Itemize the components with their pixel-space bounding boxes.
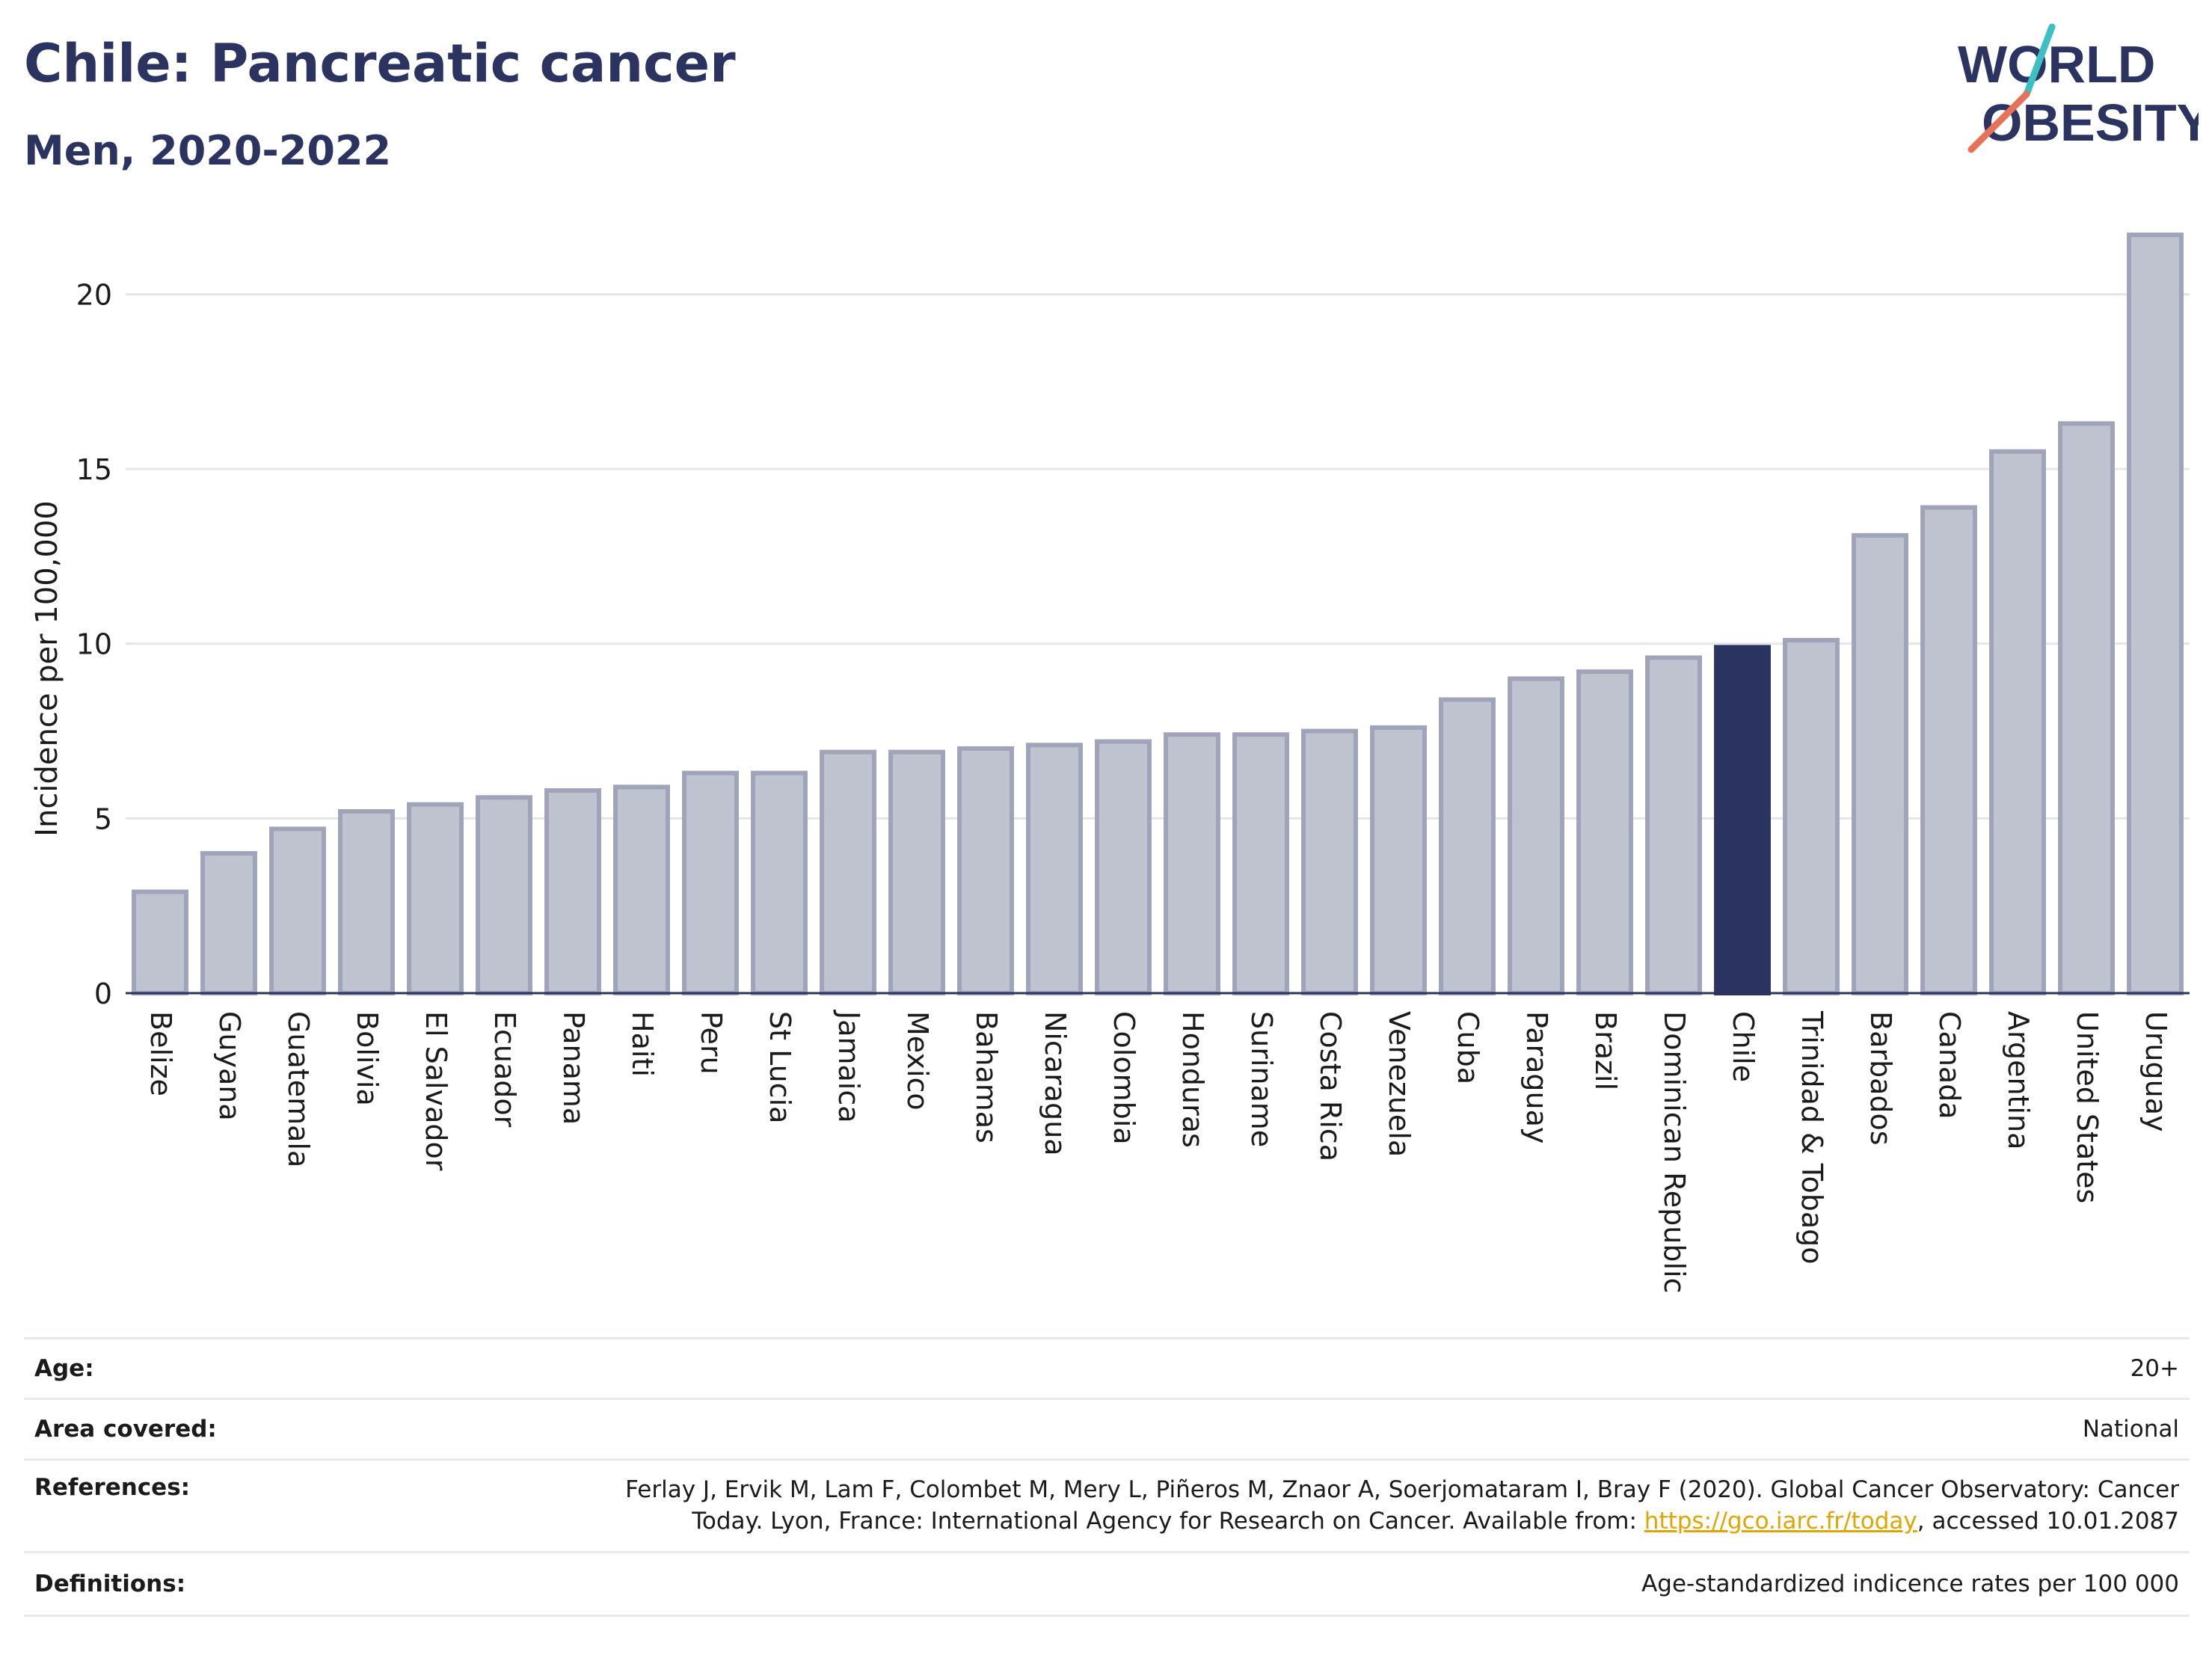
bar-paraguay: [1508, 676, 1564, 995]
bar-united-states: [2058, 421, 2115, 995]
y-tick-label: 20: [76, 278, 112, 311]
logo-slash-bottom: [1967, 90, 2030, 153]
bar-costa-rica: [1301, 728, 1358, 996]
bar-dominican-republic: [1645, 655, 1702, 995]
bar-belize: [132, 889, 188, 996]
bars: [132, 233, 2184, 996]
x-tick-label: Ecuador: [488, 1011, 521, 1128]
references-line1: Ferlay J, Ervik M, Lam F, Colombet M, Me…: [625, 1476, 2179, 1503]
x-tick-label: Panama: [557, 1011, 590, 1125]
references-value: Ferlay J, Ervik M, Lam F, Colombet M, Me…: [625, 1474, 2190, 1537]
page-subtitle: Men, 2020-2022: [24, 127, 392, 174]
x-tick-label: Honduras: [1176, 1011, 1209, 1148]
x-tick-label: Guatemala: [282, 1011, 315, 1167]
x-tick-label: Dominican Republic: [1658, 1011, 1691, 1293]
bar-peru: [682, 770, 739, 995]
info-table: Age: 20+ Area covered: National Referenc…: [24, 1337, 2190, 1617]
definitions-label: Definitions:: [34, 1570, 186, 1597]
y-axis-label: Incidence per 100,000: [30, 500, 64, 837]
x-tick-label: Bahamas: [970, 1011, 1003, 1143]
bar-canada: [1920, 505, 1977, 995]
x-tick-label: Paraguay: [1520, 1011, 1553, 1143]
bar-guatemala: [269, 826, 326, 996]
x-tick-label: Costa Rica: [1314, 1011, 1347, 1161]
bar-suriname: [1232, 732, 1289, 996]
info-row-age: Age: 20+: [24, 1337, 2190, 1398]
x-tick-label: Cuba: [1451, 1011, 1484, 1084]
y-tick-label: 5: [94, 802, 112, 835]
logo-text-world: WORLD: [1958, 35, 2155, 93]
x-tick-label: Peru: [695, 1011, 728, 1075]
x-tick-label: Uruguay: [2139, 1011, 2172, 1132]
x-tick-label: El Salvador: [420, 1011, 452, 1171]
bar-bolivia: [338, 809, 395, 995]
info-row-definitions: Definitions: Age-standardized indicence …: [24, 1551, 2190, 1617]
x-tick-label: Barbados: [1864, 1011, 1897, 1146]
x-tick-label: Jamaica: [832, 1010, 865, 1123]
bar-nicaragua: [1026, 743, 1083, 996]
x-tick-label: Nicaragua: [1039, 1011, 1072, 1156]
age-value: 20+: [2130, 1355, 2179, 1382]
info-row-area: Area covered: National: [24, 1398, 2190, 1458]
area-label: Area covered:: [34, 1416, 217, 1443]
x-tick-label: Bolivia: [351, 1011, 384, 1106]
gridlines: [126, 292, 2190, 820]
bar-panama: [544, 787, 601, 995]
x-tick-label: St Lucia: [764, 1011, 796, 1123]
y-tick-label: 0: [94, 977, 112, 1010]
bar-cuba: [1439, 697, 1496, 995]
x-tick-label: Trinidad & Tobago: [1795, 1010, 1828, 1265]
x-tick-label: Brazil: [1589, 1011, 1622, 1090]
logo-slash-top: [2023, 23, 2056, 98]
bar-guyana: [200, 851, 257, 996]
info-row-references: References: Ferlay J, Ervik M, Lam F, Co…: [24, 1458, 2190, 1551]
bar-ecuador: [476, 795, 532, 995]
x-tick-label: Belize: [144, 1011, 177, 1096]
references-label: References:: [34, 1474, 191, 1501]
bar-uruguay: [2127, 233, 2184, 995]
x-tick-label: Colombia: [1107, 1011, 1140, 1145]
bar-chart: 0 5 10 15 20 Belize Guyana Guatemala Bolivia El …: [30, 233, 2190, 1293]
x-tick-label: Mexico: [901, 1011, 934, 1111]
bar-bahamas: [957, 746, 1014, 996]
x-tick-label: Canada: [1933, 1011, 1966, 1120]
bar-brazil: [1576, 669, 1633, 995]
bar-venezuela: [1370, 725, 1427, 995]
bar-jamaica: [820, 749, 876, 996]
x-tick-label: Venezuela: [1383, 1011, 1416, 1157]
x-tick-label: Guyana: [213, 1011, 246, 1121]
area-value: National: [2082, 1416, 2179, 1443]
bar-st-lucia: [751, 770, 808, 995]
age-label: Age:: [34, 1355, 94, 1382]
bar-trinidad-tobago: [1783, 638, 1840, 996]
references-line2-after: , accessed 10.01.2087: [1917, 1508, 2179, 1535]
x-tick-label: Haiti: [626, 1011, 659, 1077]
bar-barbados: [1852, 532, 1908, 995]
bar-honduras: [1164, 732, 1220, 996]
references-link[interactable]: https://gco.iarc.fr/today: [1644, 1508, 1917, 1535]
y-tick-label: 15: [76, 453, 112, 486]
bar-chile: [1714, 645, 1771, 996]
references-line2-before: Today. Lyon, France: International Agenc…: [692, 1508, 1644, 1535]
y-axis-ticks: 0 5 10 15 20: [76, 278, 112, 1010]
bar-colombia: [1095, 739, 1152, 996]
x-tick-label: Suriname: [1245, 1011, 1278, 1147]
bar-mexico: [888, 749, 945, 996]
x-tick-label: United States: [2071, 1011, 2104, 1203]
world-obesity-logo: WORLD OBESITY: [1958, 23, 2199, 153]
x-tick-label: Argentina: [2002, 1011, 2035, 1149]
bar-el-salvador: [407, 802, 464, 995]
x-axis-ticks: Belize Guyana Guatemala Bolivia El Salvador E…: [144, 1010, 2172, 1293]
bar-haiti: [613, 784, 670, 995]
bar-argentina: [1989, 449, 2046, 995]
definitions-value: Age-standardized indicence rates per 100…: [1641, 1570, 2179, 1597]
y-tick-label: 10: [76, 628, 112, 661]
page-title: Chile: Pancreatic cancer: [24, 33, 736, 94]
x-tick-label: Chile: [1727, 1011, 1760, 1082]
